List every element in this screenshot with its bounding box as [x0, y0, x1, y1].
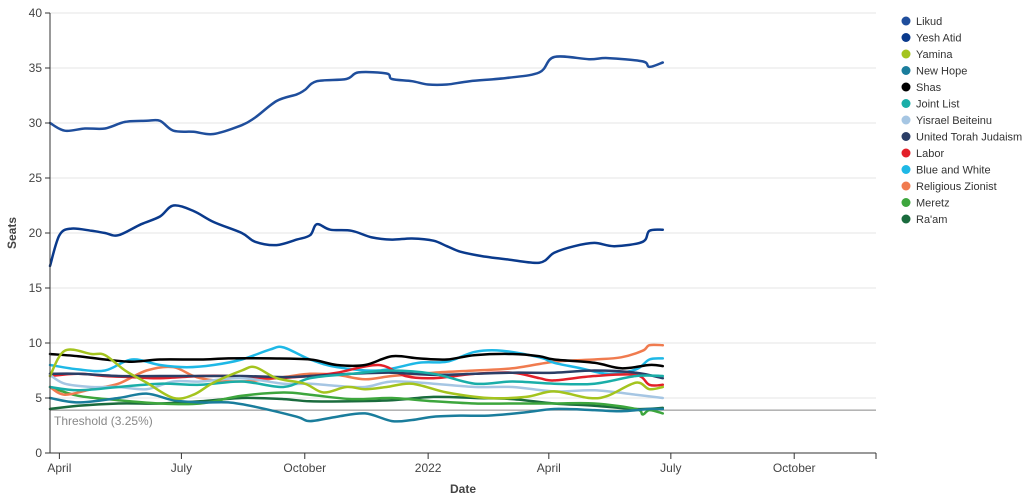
legend-label: Meretz	[916, 198, 950, 210]
legend-marker	[901, 82, 911, 92]
x-tick-label: July	[171, 461, 192, 475]
legend-item[interactable]: Yisrael Beiteinu	[901, 115, 993, 127]
legend-marker	[901, 165, 911, 174]
y-axis-ticks: 0 5 10 15 20 25 30 35 40	[29, 6, 50, 460]
y-tick-label: 30	[29, 116, 43, 130]
legend-item[interactable]: Yesh Atid	[901, 33, 962, 45]
legend-item[interactable]: Blue and White	[901, 165, 991, 177]
legend-label: Labor	[916, 148, 944, 160]
axes	[49, 13, 877, 459]
legend-marker	[901, 214, 911, 224]
legend-item[interactable]: Yamina	[901, 49, 954, 61]
legend-label: Joint List	[916, 99, 959, 111]
legend-label: Likud	[916, 16, 942, 28]
legend-marker	[901, 49, 911, 59]
y-tick-label: 0	[35, 446, 42, 460]
x-axis-title: Date	[450, 482, 476, 496]
series-line-blue-and-white	[48, 345, 665, 376]
legend-marker	[901, 148, 911, 158]
series-line-likud	[48, 55, 665, 136]
y-tick-label: 25	[29, 171, 43, 185]
legend-label: Yamina	[916, 49, 953, 61]
x-tick-label: October	[773, 461, 816, 475]
y-tick-label: 35	[29, 61, 43, 75]
legend-marker	[901, 132, 911, 141]
legend-item[interactable]: Meretz	[901, 198, 950, 210]
series-lines	[48, 55, 665, 423]
series-line-new-hope	[48, 392, 665, 423]
legend-marker	[901, 66, 911, 75]
legend-label: United Torah Judaism	[916, 132, 1022, 144]
x-tick-label: July	[660, 461, 681, 475]
legend-marker	[901, 16, 911, 26]
legend: Likud Yesh Atid Yamina New Hope Shas Joint Li…	[901, 16, 1023, 226]
gridlines	[50, 12, 876, 399]
y-axis-title: Seats	[5, 217, 19, 249]
legend-label: Blue and White	[916, 165, 991, 177]
x-tick-label: 2022	[415, 461, 442, 475]
legend-item[interactable]: United Torah Judaism	[901, 132, 1023, 144]
legend-item[interactable]: Shas	[901, 82, 942, 94]
legend-item[interactable]: Joint List	[901, 99, 960, 111]
legend-item[interactable]: Likud	[901, 16, 943, 28]
series-line-shas	[48, 352, 665, 370]
y-tick-label: 5	[35, 391, 42, 405]
x-axis-ticks: April July October 2022 April July October	[47, 453, 816, 475]
legend-marker	[901, 198, 911, 207]
x-tick-label: April	[537, 461, 561, 475]
legend-label: Ra'am	[916, 214, 947, 226]
y-tick-label: 10	[29, 336, 43, 350]
y-tick-label: 15	[29, 281, 43, 295]
legend-item[interactable]: Ra'am	[901, 214, 948, 226]
legend-label: Yesh Atid	[916, 33, 961, 45]
legend-label: Religious Zionist	[916, 181, 997, 193]
threshold-label: Threshold (3.25%)	[54, 414, 153, 428]
legend-marker	[901, 115, 911, 125]
x-tick-label: October	[283, 461, 326, 475]
legend-item[interactable]: Labor	[901, 148, 945, 160]
legend-item[interactable]: New Hope	[901, 66, 968, 78]
legend-marker	[901, 33, 911, 42]
legend-label: Shas	[916, 82, 942, 94]
x-tick-label: April	[47, 461, 71, 475]
y-tick-label: 20	[29, 226, 43, 240]
legend-marker	[901, 99, 911, 108]
threshold-line-group: Threshold (3.25%)	[50, 409, 876, 428]
legend-label: New Hope	[916, 66, 967, 78]
series-line-yesh-atid	[48, 204, 665, 268]
legend-item[interactable]: Religious Zionist	[901, 181, 997, 193]
y-tick-label: 40	[29, 6, 43, 20]
legend-marker	[901, 181, 911, 191]
series-line-yamina	[48, 348, 665, 400]
legend-label: Yisrael Beiteinu	[916, 115, 992, 127]
